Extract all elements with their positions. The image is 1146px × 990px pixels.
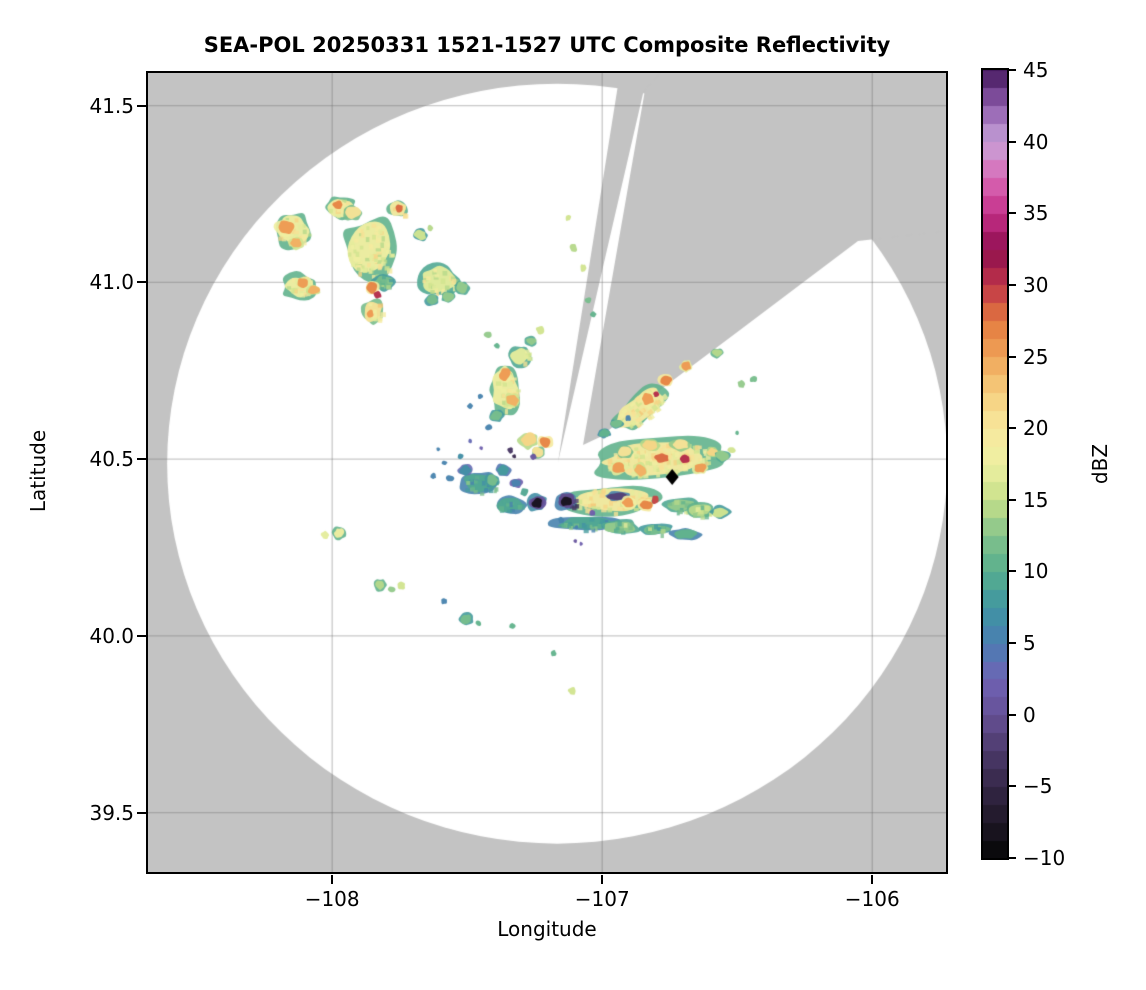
colorbar-tick-mark — [1009, 642, 1016, 645]
colorbar — [981, 68, 1009, 860]
colorbar-tick-mark — [1009, 857, 1016, 859]
x-tick-label: −107 — [574, 887, 630, 911]
y-tick-mark — [137, 458, 146, 461]
colorbar-gradient-canvas — [983, 70, 1007, 858]
colorbar-tick-label: 10 — [1023, 559, 1049, 584]
colorbar-label: dBZ — [1088, 443, 1112, 485]
colorbar-tick-mark — [1009, 785, 1016, 788]
y-tick-label: 40.0 — [89, 623, 134, 648]
x-tick-label: −108 — [304, 887, 360, 911]
colorbar-tick-mark — [1009, 283, 1016, 286]
y-tick-label: 39.5 — [89, 800, 134, 825]
y-tick-mark — [137, 104, 146, 107]
colorbar-tick-mark — [1009, 427, 1016, 430]
x-tick-mark — [331, 875, 334, 884]
y-tick-label: 41.0 — [89, 270, 134, 295]
y-tick-label: 41.5 — [89, 93, 134, 118]
colorbar-tick-mark — [1009, 713, 1016, 716]
colorbar-tick-label: 15 — [1023, 487, 1049, 512]
colorbar-tick-mark — [1009, 570, 1016, 573]
colorbar-tick-label: 0 — [1023, 702, 1036, 727]
y-tick-mark — [137, 811, 146, 814]
x-axis-label: Longitude — [497, 917, 597, 941]
y-tick-label: 40.5 — [89, 447, 134, 472]
colorbar-tick-label: −5 — [1023, 774, 1053, 799]
y-tick-mark — [137, 281, 146, 284]
colorbar-tick-label: 25 — [1023, 344, 1049, 369]
plot-area — [146, 71, 948, 874]
radar-reflectivity-canvas — [148, 73, 946, 872]
colorbar-tick-mark — [1009, 69, 1016, 71]
x-tick-label: −106 — [844, 887, 900, 911]
colorbar-tick-mark — [1009, 498, 1016, 501]
colorbar-tick-label: −10 — [1023, 846, 1066, 870]
colorbar-tick-mark — [1009, 140, 1016, 143]
y-axis-label: Latitude — [26, 429, 50, 513]
y-tick-mark — [137, 634, 146, 637]
colorbar-tick-label: 45 — [1023, 58, 1049, 82]
colorbar-tick-label: 5 — [1023, 631, 1036, 656]
colorbar-tick-mark — [1009, 212, 1016, 215]
colorbar-tick-label: 40 — [1023, 129, 1049, 154]
colorbar-tick-label: 35 — [1023, 201, 1049, 226]
x-tick-mark — [601, 875, 604, 884]
colorbar-tick-label: 20 — [1023, 416, 1049, 441]
figure-title: SEA-POL 20250331 1521-1527 UTC Composite… — [203, 33, 891, 57]
x-tick-mark — [871, 875, 874, 884]
colorbar-tick-mark — [1009, 355, 1016, 358]
colorbar-tick-label: 30 — [1023, 272, 1049, 297]
